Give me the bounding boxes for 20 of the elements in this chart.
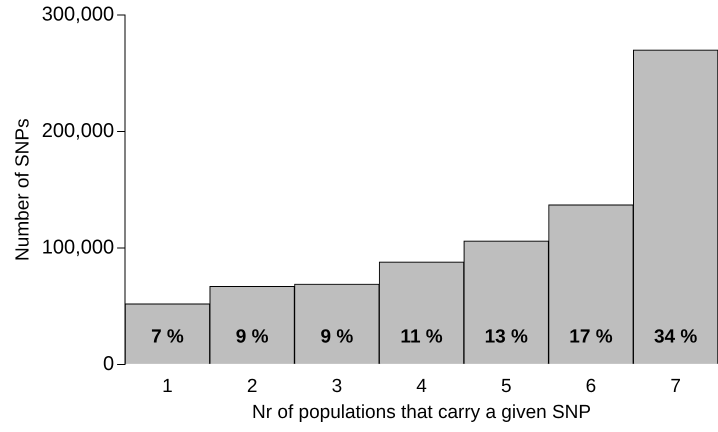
annotation: 11 % bbox=[400, 326, 443, 348]
x-tick-label: 1 bbox=[162, 376, 173, 398]
x-tick-label: 5 bbox=[500, 376, 512, 398]
annotation: 9 % bbox=[236, 326, 269, 348]
y-tick-label: 0 bbox=[102, 352, 114, 375]
annotation: 9 % bbox=[320, 326, 354, 348]
y-tick-label: 100,000 bbox=[42, 236, 114, 258]
x-tick-label: 3 bbox=[332, 376, 342, 398]
x-tick-label: 6 bbox=[586, 376, 596, 398]
y-tick-label: 200,000 bbox=[42, 120, 114, 142]
y-axis-title: Number of SNPs bbox=[12, 118, 34, 261]
x-axis-title: Nr of populations that carry a given SNP bbox=[252, 402, 592, 423]
annotation: 34 % bbox=[654, 326, 698, 348]
annotation: 17 % bbox=[569, 326, 613, 348]
x-tick-label: 2 bbox=[246, 376, 258, 398]
annotation: 13 % bbox=[484, 326, 528, 348]
annotation: 7 % bbox=[151, 326, 184, 348]
y-tick-label: 300,000 bbox=[42, 4, 114, 26]
x-tick-label: 4 bbox=[416, 376, 428, 398]
x-tick-label: 7 bbox=[670, 376, 681, 398]
